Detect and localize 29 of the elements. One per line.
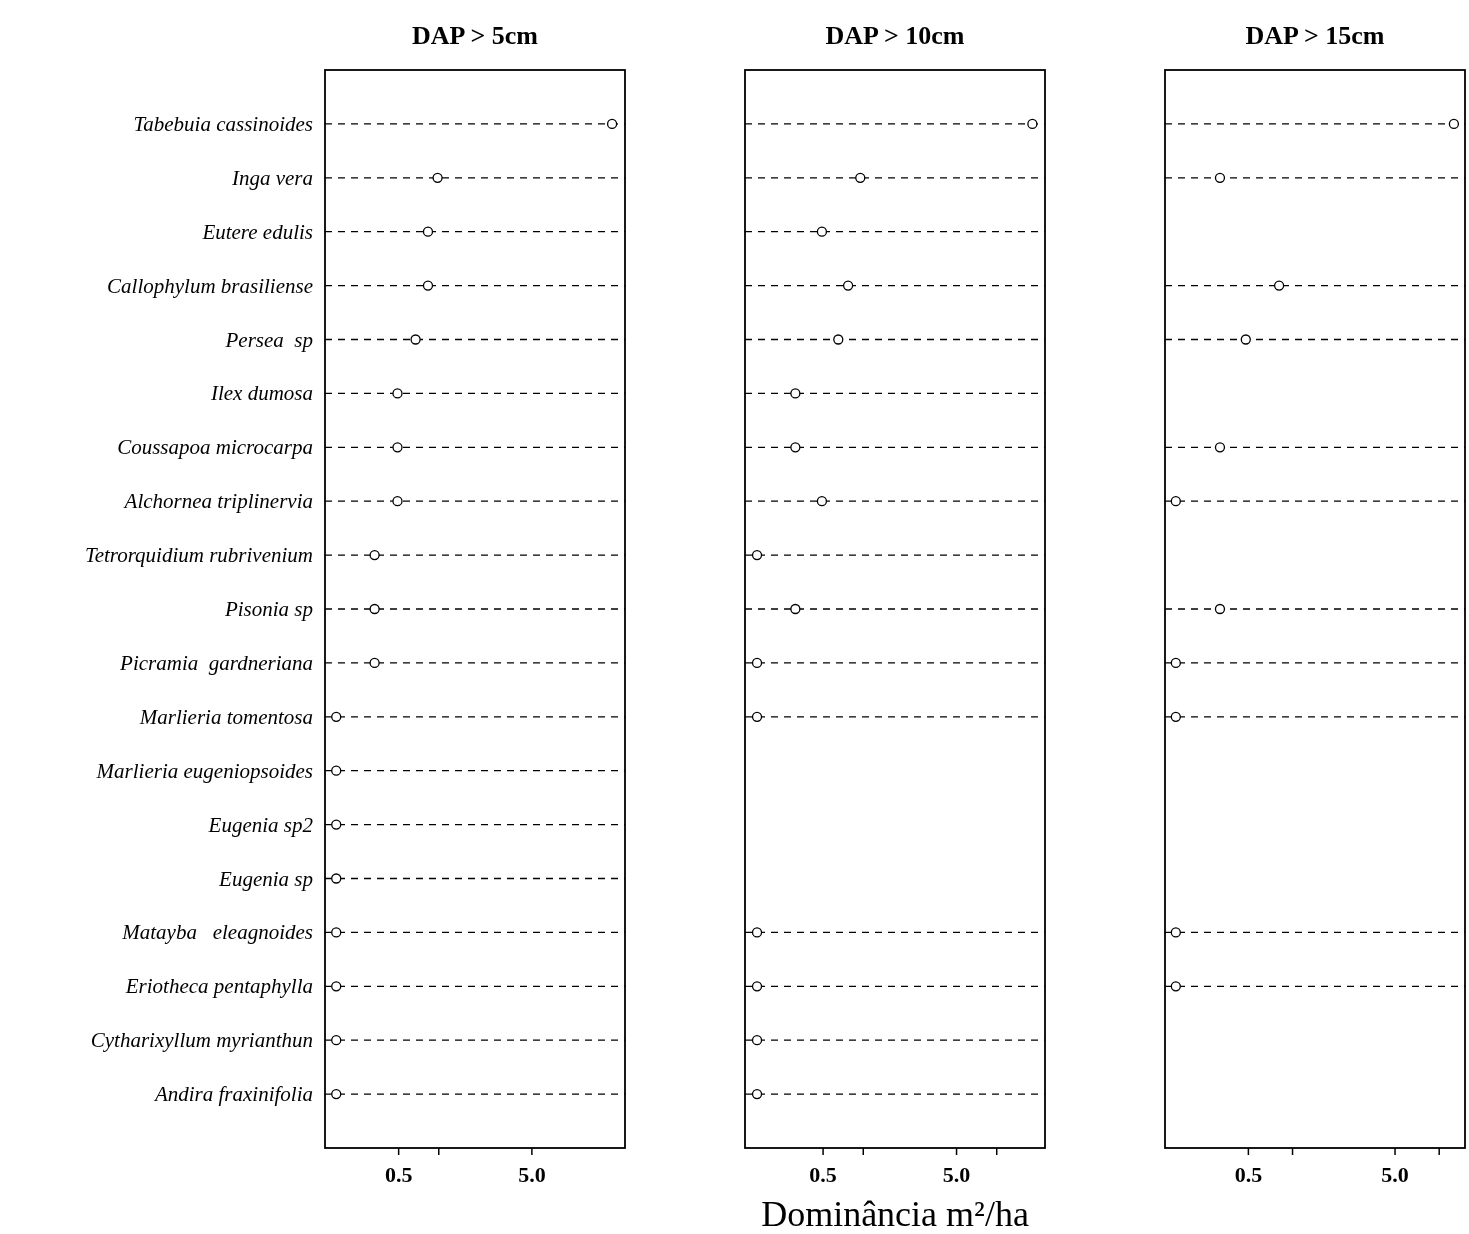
x-axis-title: Dominância m²/ha xyxy=(761,1194,1029,1234)
x-tick-label: 5.0 xyxy=(942,1162,971,1187)
y-tick-label: Andira fraxinifolia xyxy=(152,1082,313,1107)
y-tick-label: Eutere edulis xyxy=(201,219,313,244)
x-tick-label: 5.0 xyxy=(518,1162,546,1187)
chart-title: DAP > 15cm xyxy=(1245,21,1385,50)
y-tick-label: Cytharixyllum myrianthun xyxy=(90,1028,313,1053)
y-tick-label: Persea sp xyxy=(224,327,313,352)
y-tick-label: Tabebuia cassinoides xyxy=(133,111,313,136)
chart-title: DAP > 5cm xyxy=(411,21,539,50)
y-tick-label: Pisonia sp xyxy=(223,597,313,621)
y-tick-label: Marlieria tomentosa xyxy=(138,704,313,729)
y-tick-label: Callophylum brasiliense xyxy=(107,273,313,298)
y-tick-label: Eugenia sp2 xyxy=(207,812,314,837)
y-tick-label: Picramia gardneriana xyxy=(119,650,313,675)
y-tick-label: Matayba eleagnoides xyxy=(121,920,313,945)
y-tick-label: Ilex dumosa xyxy=(209,381,313,406)
y-tick-label: Tetrorquidium rubrivenium xyxy=(84,543,313,568)
y-tick-label: Eriotheca pentaphylla xyxy=(124,974,313,999)
y-tick-label: Coussapoa microcarpa xyxy=(117,435,313,460)
x-tick-label: 0.5 xyxy=(384,1162,413,1187)
x-tick-label: 0.5 xyxy=(809,1162,837,1187)
y-tick-label: Eugenia sp xyxy=(218,866,313,891)
chart-title: DAP > 10cm xyxy=(825,21,965,50)
y-tick-label: Marlieria eugeniopsoides xyxy=(95,758,313,783)
x-tick-label: 0.5 xyxy=(1234,1162,1263,1187)
x-tick-label: 5.0 xyxy=(1381,1162,1409,1187)
y-tick-label: Alchornea triplinervia xyxy=(122,489,313,514)
y-tick-label: Inga vera xyxy=(230,165,313,190)
